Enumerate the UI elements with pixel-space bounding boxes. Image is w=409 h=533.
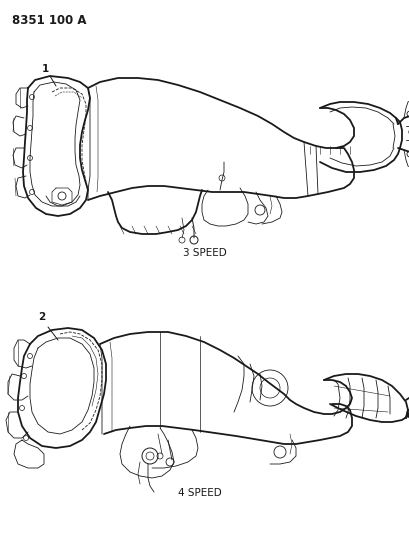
Text: 3 SPEED: 3 SPEED xyxy=(183,248,226,258)
Text: 1: 1 xyxy=(42,64,49,74)
Text: 8351 100 A: 8351 100 A xyxy=(12,14,86,27)
Text: 4 SPEED: 4 SPEED xyxy=(178,488,221,498)
Text: 2: 2 xyxy=(38,312,45,322)
